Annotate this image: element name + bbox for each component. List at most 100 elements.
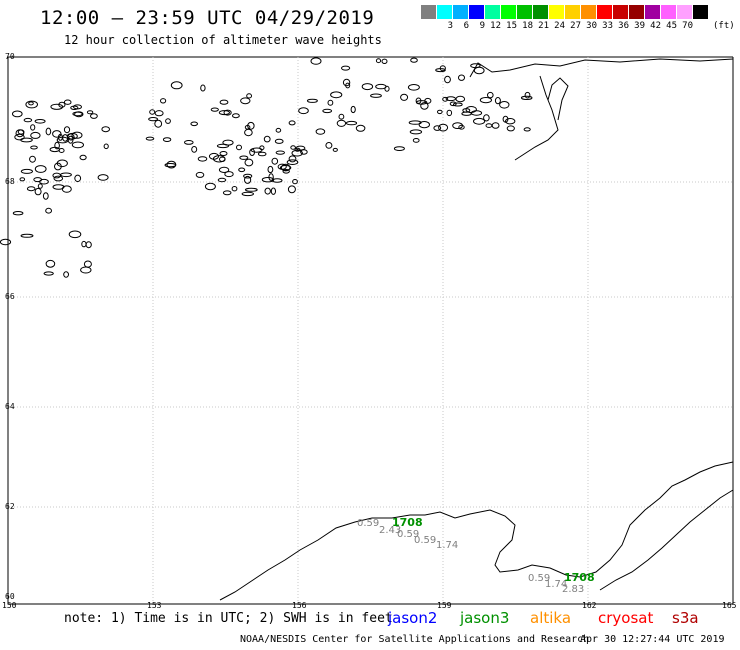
ice-floe <box>49 146 60 153</box>
longitude-label: 159 <box>437 601 452 610</box>
colorbar-label: 45 <box>666 21 677 31</box>
ice-floe <box>270 187 276 195</box>
map-frame <box>7 56 734 605</box>
colorbar-label: 36 <box>618 21 629 31</box>
ice-floe <box>71 131 83 139</box>
ice-floe <box>0 238 12 246</box>
ice-floe <box>34 119 46 124</box>
ice-floe <box>61 185 72 193</box>
ice-floe <box>435 68 446 73</box>
colorbar-swatch <box>437 5 453 19</box>
ice-floe <box>39 178 49 185</box>
colorbar-swatch <box>453 5 469 19</box>
ice-floe <box>292 179 298 185</box>
colorbar-swatch <box>533 5 549 19</box>
ice-floe <box>37 183 43 189</box>
ice-floe <box>54 141 60 150</box>
ice-floe <box>524 91 531 99</box>
ice-floe <box>330 91 343 99</box>
colorbar-label: 39 <box>634 21 645 31</box>
footer-timestamp: Apr 30 12:27:44 UTC 2019 <box>580 634 725 645</box>
latitude-label: 70 <box>5 52 15 61</box>
ice-floe <box>218 166 230 173</box>
colorbar-swatch <box>613 5 629 19</box>
ice-floe <box>208 152 220 160</box>
ice-floe <box>470 63 481 69</box>
ice-floe <box>244 158 254 167</box>
ice-floe <box>502 115 509 123</box>
ice-floe <box>42 192 49 200</box>
satellite-legend-cryosat: cryosat <box>598 609 654 627</box>
colorbar-label: 33 <box>602 21 613 31</box>
ice-floe <box>420 102 429 110</box>
colorbar-swatch <box>677 5 693 19</box>
ice-floe <box>53 175 64 182</box>
colorbar-swatch <box>565 5 581 19</box>
ice-floe <box>282 169 290 174</box>
ice-floe <box>160 98 167 104</box>
ice-floe <box>290 145 296 150</box>
ice-floe <box>274 138 284 144</box>
ice-floe <box>288 155 297 163</box>
ice-floe <box>34 187 42 196</box>
satellite-legend-jason3: jason3 <box>460 609 510 627</box>
ice-floe <box>68 230 82 239</box>
ice-floe <box>219 99 229 105</box>
ice-floe <box>400 93 409 101</box>
ice-floe <box>336 119 347 127</box>
longitude-label: 165 <box>722 601 737 610</box>
ice-floe <box>355 124 366 132</box>
footer-note: note: 1) Time is in UTC; 2) SWH is in fe… <box>64 611 393 626</box>
ice-floe <box>170 81 183 90</box>
ice-floe <box>231 186 238 192</box>
latitude-label: 62 <box>5 502 15 511</box>
ice-floe <box>244 128 253 137</box>
ice-floe <box>25 100 39 109</box>
coastline <box>219 58 734 601</box>
ice-floe <box>195 171 205 178</box>
ice-floe <box>63 271 69 278</box>
ice-floe <box>34 165 47 173</box>
ice-floe <box>384 85 390 92</box>
ice-floe <box>19 177 26 182</box>
ice-floe <box>479 97 492 104</box>
ice-floe <box>90 113 98 119</box>
ice-floe <box>306 98 318 103</box>
ice-floe <box>63 126 71 134</box>
colorbar-swatch <box>597 5 613 19</box>
ice-floe <box>162 137 172 143</box>
ice-floe <box>71 141 85 149</box>
colorbar-label: 9 <box>479 21 485 31</box>
ice-floe <box>280 163 291 172</box>
ice-floe <box>458 124 465 130</box>
ice-floe <box>240 97 251 105</box>
ice-floe <box>191 146 198 153</box>
ice-floe <box>444 75 451 84</box>
ice-floe <box>452 102 463 107</box>
colorbar-label: 42 <box>650 21 661 31</box>
ice-floe <box>361 83 374 91</box>
ice-floe <box>465 106 477 113</box>
ice-floe <box>259 145 265 151</box>
southern-coast-east <box>599 489 734 591</box>
ice-floe <box>45 207 52 214</box>
ice-floe <box>204 182 216 191</box>
ice-floe <box>154 119 163 128</box>
track-time: 1708 <box>564 571 595 584</box>
ice-floe <box>60 172 72 178</box>
ice-floe <box>166 160 177 169</box>
colorbar-swatch <box>549 5 565 19</box>
southern-coast-west <box>219 461 734 601</box>
colorbar-label: 6 <box>463 21 469 31</box>
ice-floe <box>83 260 92 268</box>
ice-floe <box>63 99 72 105</box>
ice-floe <box>217 177 227 183</box>
longitude-label: 156 <box>292 601 307 610</box>
colorbar-swatch <box>485 5 501 19</box>
ice-floe <box>232 113 240 119</box>
ice-floe <box>257 151 267 157</box>
longitude-label: 150 <box>2 601 17 610</box>
ice-floe <box>271 157 279 165</box>
